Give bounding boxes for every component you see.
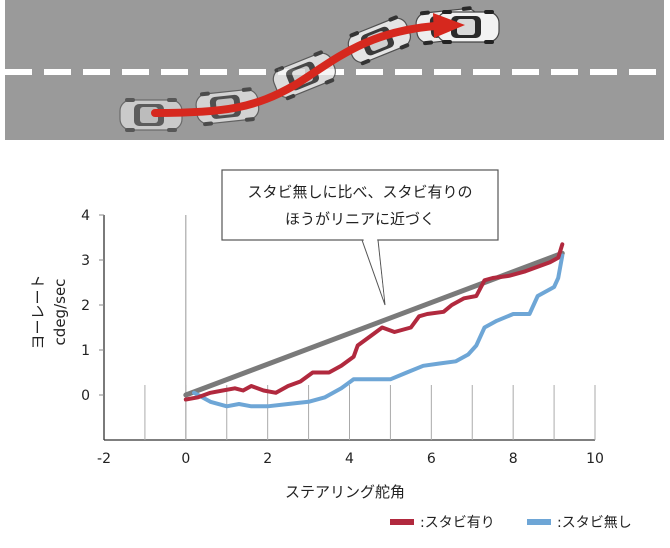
x-tick-label: -2 (97, 451, 111, 467)
y-tick-label: 3 (81, 253, 90, 269)
x-tick-label: 2 (263, 451, 272, 467)
x-axis-label: ステアリング舵角 (285, 483, 405, 501)
legend-item-with: :スタビ有り (390, 515, 495, 531)
x-tick-label: 0 (181, 451, 190, 467)
yaw-rate-chart: スタビ無しに比べ、スタビ有りの ほうがリニアに近づく ヨーレート cdeg/se… (29, 169, 632, 531)
legend-swatch-with (390, 519, 414, 525)
x-tick-label: 8 (509, 451, 518, 467)
y-tick-label: 2 (81, 298, 90, 314)
series-line-without (192, 253, 565, 409)
path-arrow-line (151, 22, 439, 117)
y-tick-label: 0 (81, 388, 90, 404)
legend-swatch-without (527, 519, 551, 525)
x-tick-label: 4 (345, 451, 354, 467)
series-line-with (183, 242, 565, 402)
legend-label-with: :スタビ有り (420, 515, 495, 531)
y-tick-label: 1 (81, 343, 90, 359)
annotation-line-2: ほうがリニアに近づく (285, 210, 435, 228)
lane-change-illustration (5, 0, 664, 140)
annotation-callout: スタビ無しに比べ、スタビ有りの ほうがリニアに近づく (221, 169, 499, 306)
legend: :スタビ有り :スタビ無し (390, 515, 632, 531)
path-arrow-head (433, 13, 465, 38)
annotation-line-1: スタビ無しに比べ、スタビ有りの (247, 183, 472, 201)
y-axis-label: ヨーレート (29, 274, 47, 349)
legend-item-without: :スタビ無し (527, 515, 632, 531)
legend-label-without: :スタビ無し (557, 515, 632, 531)
x-tick-label: 6 (427, 451, 436, 467)
x-tick-label: 10 (586, 451, 604, 467)
car-icon (436, 10, 500, 44)
y-axis-title: ヨーレート cdeg/sec (29, 274, 69, 349)
y-axis-unit: cdeg/sec (51, 279, 69, 346)
y-tick-label: 4 (81, 208, 90, 224)
